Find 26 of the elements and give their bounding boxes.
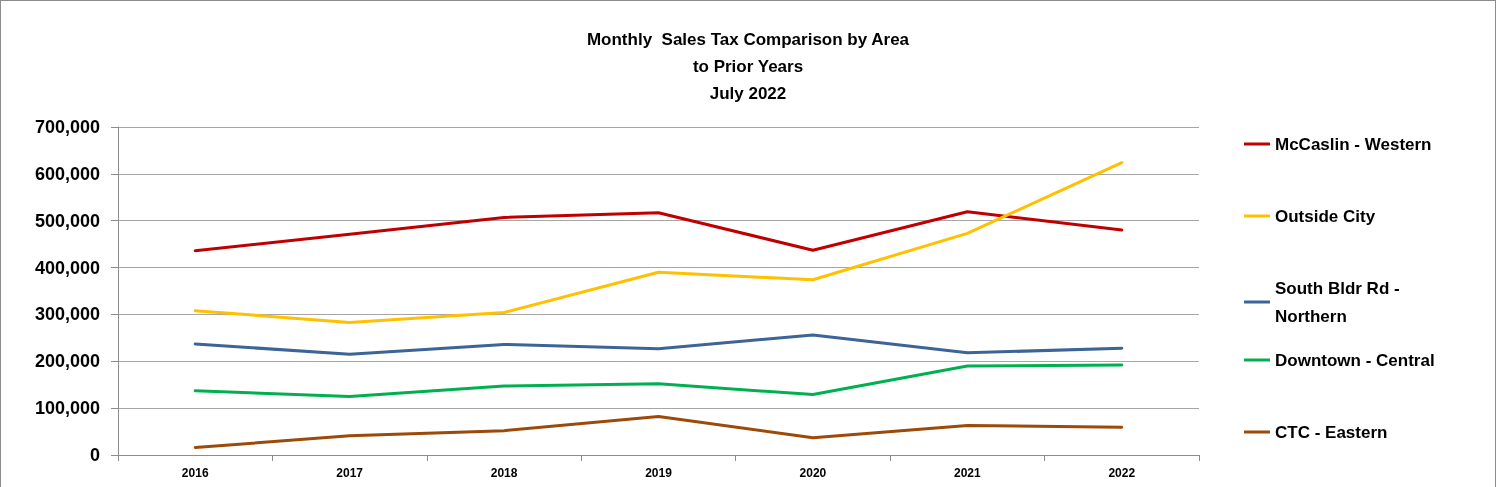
x-tick-label: 2016 [181,466,209,480]
legend-label: Downtown - Central [1275,350,1435,370]
line-series [193,333,1124,356]
line-series [193,210,1124,253]
legend-label: McCaslin - Western [1275,134,1432,154]
y-tick-label: 0 [89,445,100,465]
y-tick-label: 500,000 [34,210,100,231]
legend-label: CTC - Eastern [1275,422,1388,442]
legend-label: Outside City [1275,206,1376,226]
x-tick-label: 2021 [954,466,982,480]
legend-label: South Bldr Rd - Northern [1275,278,1405,326]
chart-title: Monthly Sales Tax Comparison by Area to Prior Years July 2022 [586,30,910,103]
line-series [193,363,1124,398]
y-tick-label: 300,000 [34,304,100,325]
y-tick-label: 200,000 [34,351,100,372]
line-series [193,161,1124,324]
x-tick-label: 2022 [1108,466,1136,480]
x-tick-label: 2018 [490,466,518,480]
x-tick-label: 2020 [799,466,827,480]
line-series [193,415,1124,449]
x-tick-label: 2017 [336,466,364,480]
y-tick-label: 700,000 [34,117,100,137]
y-tick-label: 100,000 [34,398,100,419]
y-tick-label: 600,000 [34,163,100,184]
x-tick-label: 2019 [645,466,673,480]
y-tick-label: 400,000 [34,257,100,278]
